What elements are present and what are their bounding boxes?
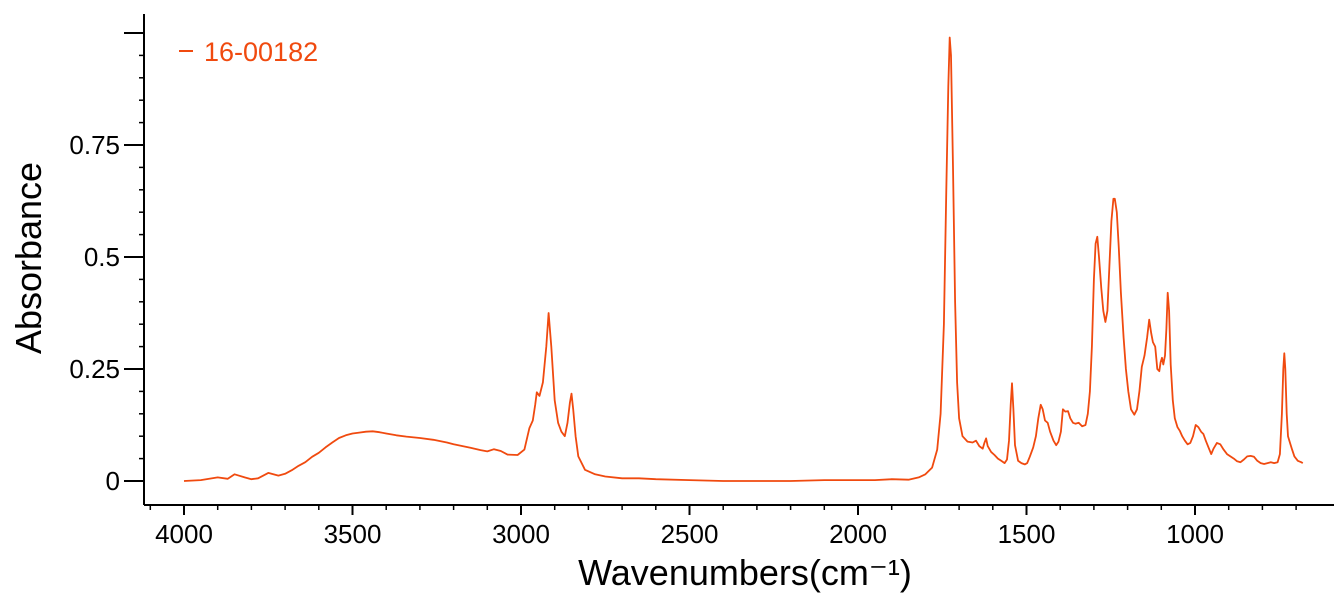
series-line-0 [183,36,1304,482]
x-tick-label: 2500 [661,519,719,549]
x-tick-label: 4000 [155,519,213,549]
x-tick-label: 3500 [324,519,382,549]
x-tick-label: 3000 [492,519,550,549]
y-ticks: 0 0.25 0.5 0.75 [69,32,144,496]
y-axis-title: Absorbance [8,162,49,354]
y-tick-label: 0.75 [69,130,120,160]
legend-label: 16-00182 [204,37,318,67]
x-axis-title: Wavenumbers(cm⁻¹) [578,552,912,593]
y-tick-label: 0.5 [84,242,120,272]
x-tick-label: 1000 [1166,519,1224,549]
y-tick-label: 0 [106,466,120,496]
x-tick-label: 1500 [998,519,1056,549]
legend: 16-00182 [179,37,318,67]
axes [143,14,1334,506]
x-ticks: 4000 3500 3000 2500 2000 1500 1000 [155,505,1224,549]
minor-ticks [139,54,1297,510]
y-tick-label: 0.25 [69,354,120,384]
series-group [183,36,1304,482]
x-tick-label: 2000 [829,519,887,549]
